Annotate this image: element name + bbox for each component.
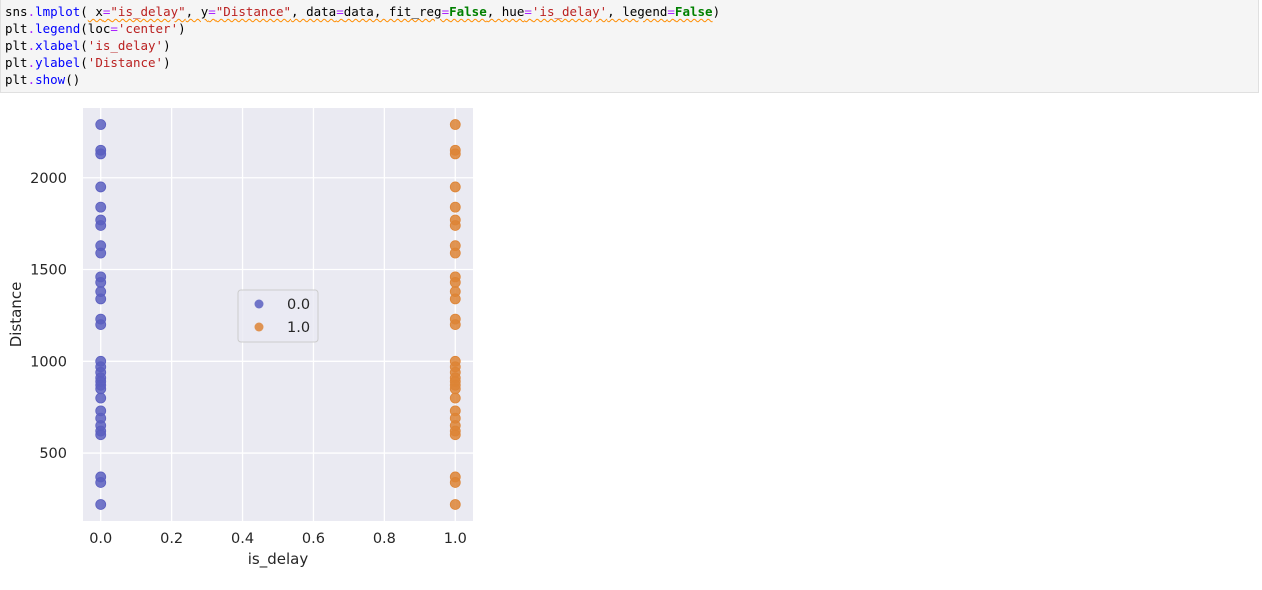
code-token: ( [80, 55, 88, 70]
data-point [449, 276, 461, 288]
code-token: = [208, 4, 216, 19]
code-token: plt [5, 55, 28, 70]
code-token: = [102, 4, 111, 19]
data-point [95, 276, 107, 288]
data-point [449, 319, 461, 330]
code-token: 'center' [117, 21, 179, 36]
code-token: = [110, 21, 118, 36]
code-token: . [27, 4, 36, 19]
code-token: ) [163, 38, 171, 53]
code-token: legend [35, 21, 81, 36]
data-point [449, 499, 461, 510]
x-tick-label: 0.2 [160, 531, 183, 547]
data-point [449, 247, 461, 259]
legend-marker [254, 299, 264, 309]
code-token: ( [80, 4, 88, 19]
data-point [95, 392, 107, 404]
data-point [95, 181, 107, 193]
data-point [449, 181, 461, 193]
code-token: ( [80, 38, 88, 53]
legend-marker [254, 322, 264, 332]
code-cell[interactable]: sns.lmplot( x="is_delay", y="Distance", … [0, 0, 1259, 93]
data-point [95, 293, 107, 305]
code-token: ylabel [35, 55, 81, 70]
code-token: plt [5, 38, 28, 53]
code-token: data, fit_reg [343, 4, 442, 19]
data-point [95, 201, 107, 213]
code-token: . [27, 38, 36, 53]
code-token: ) [178, 21, 186, 36]
code-token: "Distance" [215, 4, 292, 19]
x-tick-label: 0.8 [373, 531, 396, 547]
data-point [449, 383, 461, 395]
y-tick-label: 1500 [30, 263, 67, 279]
code-token: lmplot [35, 4, 81, 19]
legend-label: 1.0 [287, 320, 310, 336]
code-token: , data [291, 4, 337, 19]
data-point [449, 293, 461, 305]
code-line: sns.lmplot( x="is_delay", y="Distance", … [5, 3, 720, 20]
data-point [449, 392, 461, 404]
data-point [449, 220, 461, 231]
x-tick-label: 0.6 [302, 531, 325, 547]
data-point [95, 319, 107, 330]
code-token: 'Distance' [87, 55, 164, 70]
code-token: "is_delay" [110, 4, 186, 19]
code-line: plt.xlabel('is_delay') [5, 37, 171, 54]
code-token: x [87, 4, 103, 19]
code-token: = [667, 4, 675, 19]
x-tick-label: 0.0 [89, 531, 112, 547]
code-token: plt [5, 72, 28, 87]
data-point [449, 119, 461, 130]
data-point [449, 477, 461, 488]
code-token: plt [5, 21, 28, 36]
data-point [95, 119, 107, 130]
scatter-plot: 0.0 0.2 0.4 0.6 0.8 1.0 500 1000 1500 2000 is_dela… [7, 108, 473, 569]
data-point [95, 220, 107, 231]
code-token: , y [185, 4, 209, 19]
y-tick-label: 500 [39, 446, 67, 462]
code-token: ) [712, 4, 721, 19]
data-point [449, 148, 461, 160]
code-token: . [27, 21, 36, 36]
code-token: 'is_delay' [87, 38, 164, 53]
y-tick-label: 1000 [30, 354, 67, 370]
code-line: plt.legend(loc='center') [5, 20, 186, 37]
code-token: 'is_delay' [531, 4, 608, 19]
y-axis-label: Distance [7, 282, 25, 348]
code-token: . [27, 55, 36, 70]
code-token: , legend [607, 4, 668, 19]
y-tick-label: 2000 [30, 171, 67, 187]
data-point [95, 499, 107, 510]
code-token: xlabel [35, 38, 81, 53]
code-token: ) [163, 55, 171, 70]
code-token: . [27, 72, 36, 87]
data-point [95, 383, 107, 395]
code-token: show [35, 72, 66, 87]
code-token: (loc [80, 21, 111, 36]
code-token: , hue [486, 4, 525, 19]
x-axis-label: is_delay [248, 550, 309, 569]
data-point [95, 247, 107, 259]
code-token: = [441, 4, 450, 19]
plot-output: 0.0 0.2 0.4 0.6 0.8 1.0 500 1000 1500 2000 is_dela… [0, 95, 480, 586]
code-token: = [524, 4, 532, 19]
code-token: False [449, 4, 487, 19]
code-line: plt.show() [5, 71, 80, 88]
code-token: () [65, 72, 81, 87]
x-tick-label: 0.4 [231, 531, 254, 547]
data-point [95, 148, 107, 160]
code-token: = [336, 4, 344, 19]
code-token: sns [5, 4, 28, 19]
data-point [95, 429, 107, 441]
data-point [95, 477, 107, 488]
x-tick-label: 1.0 [444, 531, 467, 547]
legend-label: 0.0 [287, 297, 310, 313]
code-line: plt.ylabel('Distance') [5, 54, 171, 71]
code-token: False [674, 4, 713, 19]
data-point [449, 201, 461, 213]
data-point [449, 429, 461, 441]
